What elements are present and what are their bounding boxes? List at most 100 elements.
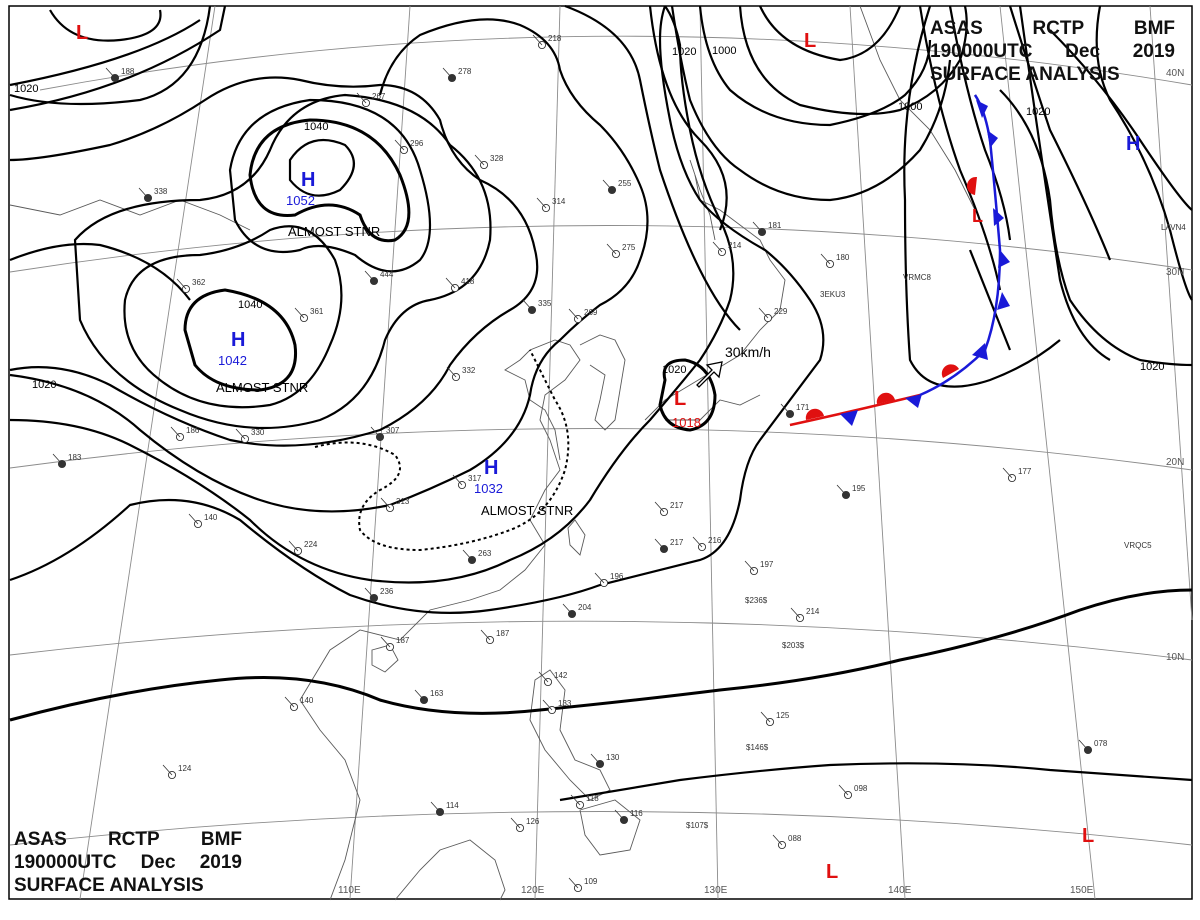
- ship-code: VRQC5: [1124, 541, 1152, 550]
- station-pressure: 186: [186, 426, 200, 435]
- wind-barb: [772, 834, 783, 846]
- station-pressure: 130: [606, 753, 620, 762]
- isobar: [918, 5, 1002, 291]
- ship-code: VRMC8: [903, 273, 932, 282]
- front-line-red: [789, 393, 921, 427]
- station-pressure: 362: [192, 278, 206, 287]
- coastlines: [9, 5, 976, 901]
- wind-barb: [836, 484, 847, 496]
- station-pressure: 418: [461, 277, 475, 286]
- wind-barb: [445, 277, 456, 289]
- station-pressure: 125: [776, 711, 790, 720]
- isobar-label: 1040: [304, 121, 328, 133]
- ship-code: $146$: [746, 743, 769, 752]
- station-pressure: 263: [478, 549, 492, 558]
- header-row-1: ASAS RCTP BMF: [930, 17, 1175, 40]
- station-pressure: 216: [708, 536, 722, 545]
- warm-front-semicircle: [805, 408, 824, 420]
- isobar: [758, 5, 902, 62]
- cold-front-triangle: [993, 208, 1004, 226]
- station-pressure: 078: [1094, 739, 1108, 748]
- wind-barb: [522, 299, 533, 311]
- station-pressure: 224: [304, 540, 318, 549]
- high-center-value: 1042: [218, 353, 247, 368]
- isobar: [9, 5, 212, 106]
- coast-sakhalin: [689, 159, 716, 241]
- coast-korea: [579, 334, 626, 431]
- station-pressure: 217: [670, 501, 684, 510]
- station-pressure: 214: [806, 607, 820, 616]
- isobar: [9, 19, 201, 87]
- longitude-line-130e: [699, 5, 719, 900]
- wind-barb: [614, 809, 625, 821]
- low-center-symbol: L: [972, 206, 983, 226]
- latitude-label: 10N: [1166, 652, 1184, 663]
- station-pressure: 140: [300, 696, 314, 705]
- station-pressure: 330: [251, 428, 265, 437]
- isobar-label: 1020: [1140, 361, 1164, 373]
- coordinate-labels: 110E 120E 130E 140E 150E 40N 30N 20N 10N: [338, 68, 1184, 896]
- wind-barb: [52, 453, 63, 465]
- wind-barb: [452, 474, 463, 486]
- station-pressure: 275: [622, 243, 636, 252]
- station-pressure: 444: [380, 270, 394, 279]
- footer-source: ASAS: [14, 829, 67, 850]
- wind-barb: [758, 307, 769, 319]
- header-row-3: SURFACE ANALYSIS: [930, 63, 1175, 86]
- wind-barb: [380, 497, 391, 509]
- station-pressure: 236: [380, 587, 394, 596]
- station-pressure: 278: [458, 67, 472, 76]
- trough-dashed-line: [314, 349, 570, 552]
- header-row-2: 190000UTC Dec 2019: [930, 40, 1175, 63]
- isobar: [9, 5, 227, 112]
- coast-taiwan: [567, 519, 586, 556]
- wind-barb: [394, 139, 405, 151]
- longitude-line-160e: [1149, 5, 1193, 621]
- wind-barb: [188, 513, 199, 525]
- wind-barb: [162, 764, 173, 776]
- warm-front-semicircle: [941, 364, 959, 378]
- isobar: [658, 358, 717, 432]
- station-pressure: 217: [670, 538, 684, 547]
- low-center-symbol: L: [76, 22, 88, 44]
- station-pressure: 180: [836, 253, 850, 262]
- wind-barb: [712, 241, 723, 253]
- station-pressure: 171: [796, 403, 810, 412]
- station-pressure: 204: [578, 603, 592, 612]
- station-pressure: 317: [468, 474, 482, 483]
- wind-barb: [1078, 739, 1089, 751]
- isobar: [228, 98, 432, 273]
- pressure-systems: H 1052 ALMOST STNR H 1042 ALMOST STNR H …: [76, 22, 1140, 883]
- isobar: [9, 588, 1193, 722]
- isobar: [1008, 5, 1112, 261]
- footer-center: RCTP: [107, 829, 160, 850]
- header-time: 190000UTC: [930, 41, 1033, 62]
- isobar: [73, 93, 492, 430]
- isobar: [903, 5, 1061, 388]
- high-center-value: 1032: [474, 481, 503, 496]
- isobar: [999, 89, 1193, 367]
- wind-barb: [654, 538, 665, 550]
- header-title: SURFACE ANALYSIS: [930, 64, 1120, 85]
- wind-barb: [654, 501, 665, 513]
- longitude-line-150e: [999, 5, 1096, 900]
- coast-mindanao: [579, 799, 641, 856]
- wind-barb: [105, 67, 116, 79]
- station-pressure: 118: [586, 794, 599, 803]
- ship-code: 3EKU3: [820, 290, 846, 299]
- wind-barb: [480, 629, 491, 641]
- header-year: 2019: [1132, 41, 1175, 62]
- isobar: [670, 5, 952, 202]
- low-center-symbol: L: [674, 388, 686, 410]
- coast-luzon: [529, 669, 611, 801]
- station-pressure: 187: [396, 636, 410, 645]
- latitude-label: 20N: [1166, 457, 1184, 468]
- station-pressure: 338: [154, 187, 168, 196]
- wind-barb: [288, 540, 299, 552]
- coast-china-inland: [9, 199, 251, 231]
- wind-barb: [380, 636, 391, 648]
- isobar: [559, 762, 1193, 802]
- isobar: [1049, 29, 1193, 211]
- map-header: ASAS RCTP BMF 190000UTC Dec 2019 SURFACE…: [930, 17, 1175, 86]
- isobar: [738, 5, 968, 116]
